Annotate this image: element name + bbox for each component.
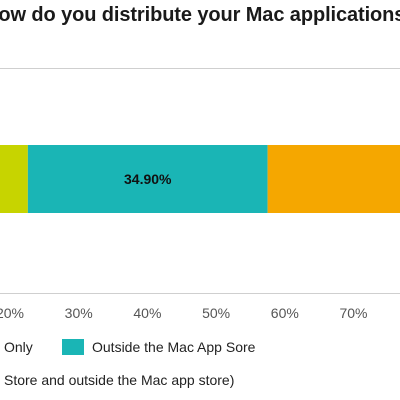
legend-row-2: Store and outside the Mac app store)	[0, 372, 400, 390]
bar-segment-3	[267, 145, 400, 213]
segment-label-2: 34.90%	[124, 171, 172, 187]
segment-labels: 34.90%42	[124, 171, 172, 187]
bar-segment-2	[27, 145, 268, 213]
x-tick-label: 40%	[133, 305, 161, 321]
stacked-bar-chart: 34.90%42 20% 30% 40% 50% 60% 70%	[0, 145, 400, 321]
x-tick-label: 70%	[339, 305, 367, 321]
x-tick-label: 20%	[0, 305, 24, 321]
x-tick-label: 60%	[271, 305, 299, 321]
x-tick-label: 30%	[65, 305, 93, 321]
legend-label-mac-app-store-only: Only	[4, 339, 33, 355]
bar-segment-1	[0, 145, 28, 213]
chart-title-text: How do you distribute your Mac applicati…	[0, 4, 400, 26]
legend-swatch-outside	[62, 339, 84, 355]
x-tick-label: 50%	[202, 305, 230, 321]
chart-title: How do you distribute your Mac applicati…	[0, 0, 400, 34]
bar-group	[0, 145, 400, 213]
x-axis-ticks: 20% 30% 40% 50% 60% 70%	[0, 305, 368, 321]
legend-label-outside: Outside the Mac App Sore	[92, 339, 256, 355]
plot-bottom-border	[0, 293, 400, 294]
legend-row-1: Only Outside the Mac App Sore	[0, 339, 400, 357]
legend-label-both: Store and outside the Mac app store)	[4, 372, 235, 388]
plot-top-border	[0, 68, 400, 69]
